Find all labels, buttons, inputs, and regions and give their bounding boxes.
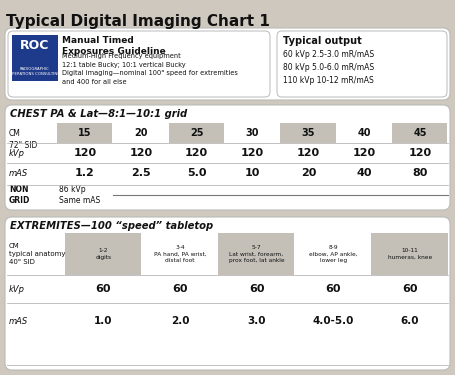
Text: 2.5: 2.5 (131, 168, 151, 178)
Text: 40: 40 (358, 128, 371, 138)
Bar (225, 123, 280, 143)
Text: 25: 25 (190, 128, 203, 138)
Text: 120: 120 (185, 148, 208, 158)
Text: Typical Digital Imaging Chart 1: Typical Digital Imaging Chart 1 (6, 14, 270, 29)
Text: 120: 120 (409, 148, 432, 158)
Text: 2.0: 2.0 (171, 316, 189, 326)
Text: 20: 20 (134, 128, 147, 138)
Bar (371, 233, 448, 275)
Bar (169, 123, 224, 143)
Text: 60: 60 (249, 284, 264, 294)
Text: 10: 10 (245, 168, 260, 178)
Text: EXTREMITES—100 “speed” tabletop: EXTREMITES—100 “speed” tabletop (10, 221, 213, 231)
Bar (392, 123, 448, 143)
Text: kVp: kVp (9, 148, 25, 158)
Bar (295, 233, 371, 275)
Text: CM
72" SID: CM 72" SID (9, 129, 37, 150)
Text: 120: 120 (73, 148, 96, 158)
Text: 60: 60 (402, 284, 417, 294)
Bar (336, 123, 392, 143)
Text: CM
typical anatomy
40" SID: CM typical anatomy 40" SID (9, 243, 66, 265)
FancyBboxPatch shape (8, 31, 270, 97)
Text: 15: 15 (78, 128, 91, 138)
Text: Manual Timed
Exposures Guideline: Manual Timed Exposures Guideline (62, 36, 166, 56)
Text: 20: 20 (301, 168, 316, 178)
Text: kVp: kVp (9, 285, 25, 294)
Text: 80: 80 (412, 168, 428, 178)
Text: ROC: ROC (20, 39, 50, 52)
Text: 3.0: 3.0 (247, 316, 266, 326)
Bar (280, 123, 336, 143)
Text: 120: 120 (297, 148, 320, 158)
Text: 120: 120 (241, 148, 264, 158)
Text: 60: 60 (172, 284, 187, 294)
Text: 3-4
PA hand, PA wrist,
distal foot: 3-4 PA hand, PA wrist, distal foot (154, 245, 206, 263)
Text: 120: 120 (129, 148, 152, 158)
Text: mAS: mAS (9, 316, 28, 326)
FancyBboxPatch shape (5, 217, 450, 370)
Text: 35: 35 (302, 128, 315, 138)
Text: 40: 40 (356, 168, 372, 178)
Text: 5-7
Lat wrist, forearm,
prox foot, lat ankle: 5-7 Lat wrist, forearm, prox foot, lat a… (229, 245, 284, 263)
Text: 1.2: 1.2 (75, 168, 95, 178)
Text: mAS: mAS (9, 168, 28, 177)
Text: 1.0: 1.0 (94, 316, 112, 326)
Bar (65, 233, 141, 275)
Bar (113, 123, 168, 143)
Bar (142, 233, 217, 275)
FancyBboxPatch shape (277, 31, 447, 97)
Text: 10-11
humeras, knee: 10-11 humeras, knee (388, 248, 432, 260)
Bar (218, 233, 294, 275)
Text: NON
GRID: NON GRID (9, 184, 30, 206)
Text: 60 kVp 2.5-3.0 mR/mAS
80 kVp 5.0-6.0 mR/mAS
110 kVp 10-12 mR/mAS: 60 kVp 2.5-3.0 mR/mAS 80 kVp 5.0-6.0 mR/… (283, 50, 374, 86)
Text: 60: 60 (96, 284, 111, 294)
Text: 4.0-5.0: 4.0-5.0 (313, 316, 354, 326)
Bar (12, 35, 58, 81)
Text: 6.0: 6.0 (400, 316, 419, 326)
Text: 8-9
elbow, AP ankle,
lower leg: 8-9 elbow, AP ankle, lower leg (309, 245, 358, 263)
Text: Medium-High Frequency equipment
12:1 table Bucky; 10:1 vertical Bucky
Digital im: Medium-High Frequency equipment 12:1 tab… (62, 53, 238, 84)
Text: 30: 30 (246, 128, 259, 138)
Text: Typical output: Typical output (283, 36, 362, 46)
Bar (57, 123, 112, 143)
Text: RADIOGRAPHIC
OPERATIONS CONSULTING: RADIOGRAPHIC OPERATIONS CONSULTING (9, 68, 61, 76)
FancyBboxPatch shape (5, 28, 450, 100)
Text: CHEST PA & Lat—8:1—10:1 grid: CHEST PA & Lat—8:1—10:1 grid (10, 109, 187, 119)
FancyBboxPatch shape (5, 105, 450, 210)
Text: 86 kVp
Same mAS: 86 kVp Same mAS (59, 184, 100, 206)
Text: 120: 120 (353, 148, 376, 158)
Text: 45: 45 (413, 128, 427, 138)
Text: 5.0: 5.0 (187, 168, 207, 178)
Text: 1-2
digits: 1-2 digits (95, 248, 111, 260)
Text: 60: 60 (325, 284, 341, 294)
